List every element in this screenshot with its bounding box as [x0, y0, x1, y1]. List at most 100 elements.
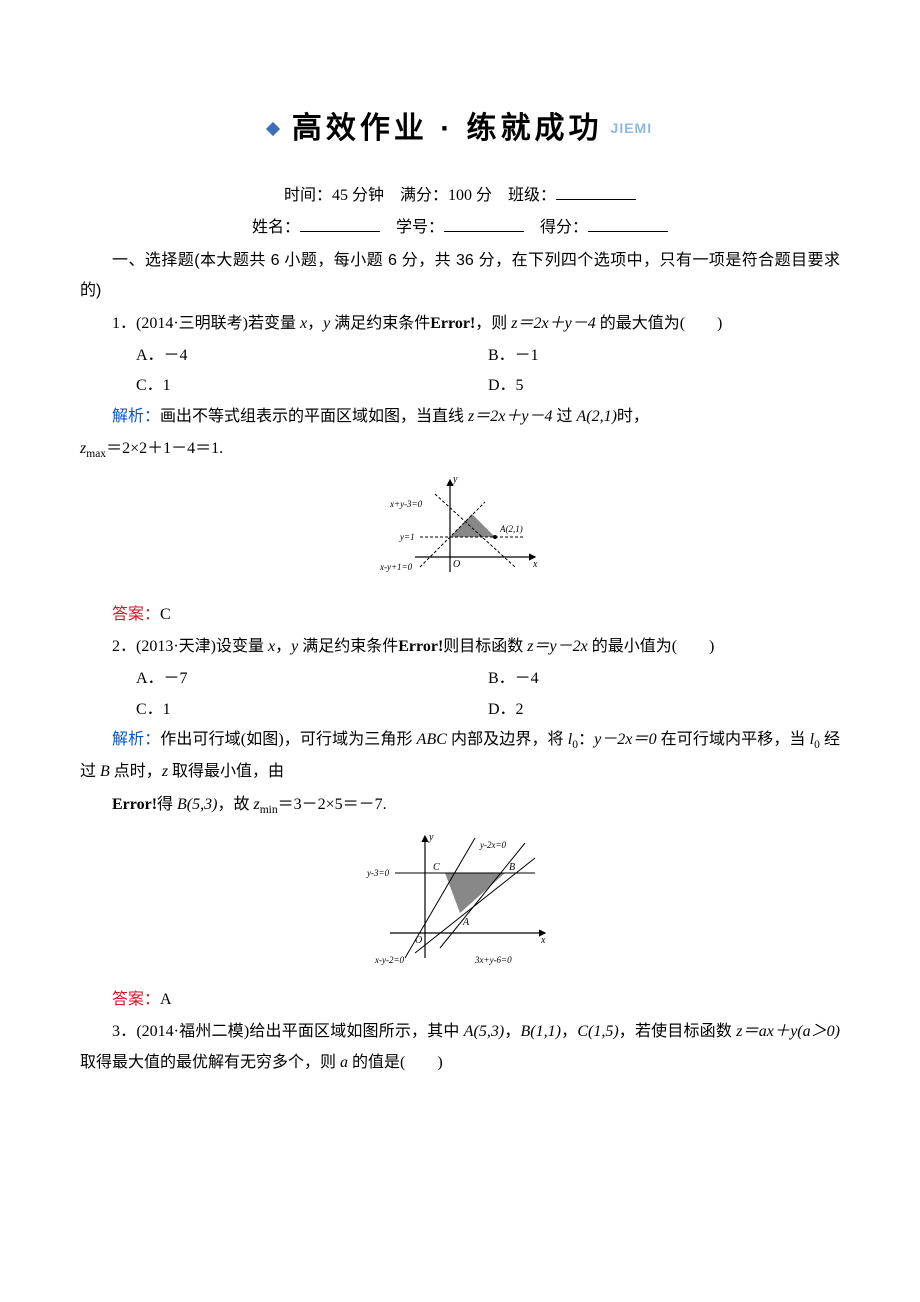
q1-fig-y: y — [452, 474, 458, 485]
time-value: 45 分钟 — [332, 187, 384, 204]
full-value: 100 分 — [448, 187, 492, 204]
q2-err2: Error! — [112, 796, 157, 813]
banner-text: 高效作业 · 练就成功 — [292, 100, 603, 157]
q1-stem: 1．(2014·三明联考)若变量 x，y 满足约束条件Error!，则 z＝2x… — [80, 309, 840, 339]
q1-zmax-sub: max — [86, 448, 106, 460]
id-label: 学号： — [396, 219, 444, 236]
q2-opt-a: A．－7 — [136, 664, 488, 694]
time-label: 时间： — [284, 187, 332, 204]
banner-inner: 高效作业 · 练就成功 JIEMI — [268, 100, 652, 157]
q2-ptb: B — [100, 763, 110, 780]
q3-stem-d: 的值是( ) — [348, 1054, 443, 1071]
q1-sol-b: 过 — [552, 408, 576, 425]
score-blank — [588, 215, 668, 232]
q2-l2a: 得 — [157, 796, 177, 813]
q2-opt-b: B．－4 — [488, 664, 840, 694]
q2-expr: z＝y－2x — [527, 638, 587, 655]
q2-sol-f: 点时， — [110, 763, 162, 780]
q3-pta: A(5,3) — [464, 1023, 504, 1040]
q2-stem: 2．(2013·天津)设变量 x，y 满足约束条件Error!则目标函数 z＝y… — [80, 632, 840, 662]
q3-expr: z＝ax＋y(a＞0) — [736, 1023, 840, 1040]
q2-answer: 答案：A — [80, 985, 840, 1015]
q1-fig-o: O — [453, 559, 460, 570]
q2-ans: A — [160, 991, 172, 1008]
q1-sol-expr1: z＝2x＋y－4 — [468, 408, 552, 425]
q1-sol-label: 解析： — [112, 408, 160, 425]
banner: 高效作业 · 练就成功 JIEMI — [80, 100, 840, 157]
q1-ans: C — [160, 606, 171, 623]
q2-fig-l2: y-3=0 — [366, 868, 390, 878]
q1-stem-b: 满足约束条件 — [330, 315, 430, 332]
q1-solution-line2: zmax＝2×2＋1－4＝1. — [80, 434, 840, 466]
q2-sol-c: ： — [578, 731, 594, 748]
q2-sol-a: 作出可行域(如图)，可行域为三角形 — [160, 731, 416, 748]
q2-l2b: ，故 — [217, 796, 253, 813]
class-blank — [556, 183, 636, 200]
q2-sol-b: 内部及边界，将 — [447, 731, 568, 748]
q2-fig-o: O — [415, 935, 422, 946]
q2-opt-c: C．1 — [136, 695, 488, 725]
section-title: 一、选择题(本大题共 6 小题，每小题 6 分，共 36 分，在下列四个选项中，… — [80, 246, 840, 307]
q2-sol-label: 解析： — [112, 731, 160, 748]
q1-sol-c: 时， — [617, 408, 649, 425]
q3-stem: 3．(2014·福州二模)给出平面区域如图所示，其中 A(5,3)，B(1,1)… — [80, 1017, 840, 1078]
q2-fig-b: B — [509, 862, 515, 873]
q2-fig-x: x — [540, 935, 546, 946]
q2-solution-line2: Error!得 B(5,3)，故 zmin＝3－2×5＝－7. — [80, 790, 840, 822]
q1-ans-label: 答案： — [112, 606, 160, 623]
q3-ptb: B(1,1) — [521, 1023, 561, 1040]
q1-sol-e: ＝2×2＋1－4＝1. — [106, 440, 223, 457]
q3-stem-b: ，若使目标函数 — [619, 1023, 737, 1040]
q1-opt-d: D．5 — [488, 371, 840, 401]
q3-s2: ， — [561, 1023, 577, 1040]
q2-sol-d: 在可行域内平移，当 — [657, 731, 810, 748]
q2-fig-c: C — [433, 862, 440, 873]
full-label: 满分： — [400, 187, 448, 204]
q2-ans-label: 答案： — [112, 991, 160, 1008]
name-label: 姓名： — [252, 219, 300, 236]
q3-ptc: C(1,5) — [577, 1023, 618, 1040]
q2-options-row2: C．1 D．2 — [136, 695, 840, 725]
q2-opt-d: D．2 — [488, 695, 840, 725]
q3-stem-a: 3．(2014·福州二模)给出平面区域如图所示，其中 — [112, 1023, 464, 1040]
q1-expr: z＝2x＋y－4 — [511, 315, 595, 332]
q2-fig-l1: y-2x=0 — [479, 840, 507, 850]
q1-sol-pt: A(2,1) — [576, 408, 616, 425]
q2-bval: B(5,3) — [177, 796, 217, 813]
q1-opt-b: B．－1 — [488, 341, 840, 371]
q2-fig-l4: 3x+y-6=0 — [474, 955, 512, 965]
q1-fig-x: x — [532, 559, 538, 570]
info-line-1: 时间：45 分钟 满分：100 分 班级： — [80, 181, 840, 211]
q2-figure: y x O y-2x=0 y-3=0 x-y-2=0 3x+y-6=0 A B … — [80, 828, 840, 979]
score-label: 得分： — [540, 219, 588, 236]
q1-fig-a: A(2,1) — [499, 524, 523, 534]
q2-stem-a: 2．(2013·天津)设变量 — [112, 638, 268, 655]
q1-figure: y x O x+y-3=0 y=1 x-y+1=0 A(2,1) — [80, 472, 840, 593]
q2-fig-a: A — [462, 917, 470, 928]
q2-error: Error! — [398, 638, 443, 655]
q3-s1: ， — [504, 1023, 520, 1040]
q2-stem-b: 满足约束条件 — [298, 638, 398, 655]
q2-zmin-sub: min — [260, 804, 278, 816]
q2-fig-y: y — [428, 832, 434, 843]
q1-options-row1: A．－4 B．－1 — [136, 341, 840, 371]
q3-stem-c: 取得最大值的最优解有无穷多个，则 — [80, 1054, 340, 1071]
class-label: 班级： — [508, 187, 556, 204]
q1-stem-d: 的最大值为( ) — [596, 315, 723, 332]
q1-sep: ， — [307, 315, 323, 332]
q1-stem-c: ，则 — [475, 315, 511, 332]
q3-a: a — [340, 1054, 348, 1071]
q2-stem-c: 则目标函数 — [443, 638, 527, 655]
q1-solution: 解析：画出不等式组表示的平面区域如图，当直线 z＝2x＋y－4 过 A(2,1)… — [80, 402, 840, 432]
q1-stem-a: 1．(2014·三明联考)若变量 — [112, 315, 300, 332]
info-line-2: 姓名： 学号： 得分： — [80, 213, 840, 243]
q1-fig-l1: x+y-3=0 — [389, 499, 423, 509]
q1-answer: 答案：C — [80, 600, 840, 630]
id-blank — [444, 215, 524, 232]
q2-sol-g: 取得最小值，由 — [168, 763, 284, 780]
banner-logo: JIEMI — [611, 115, 653, 142]
q1-sol-a: 画出不等式组表示的平面区域如图，当直线 — [160, 408, 468, 425]
q1-fig-l3: x-y+1=0 — [379, 562, 413, 572]
q2-stem-d: 的最小值为( ) — [588, 638, 715, 655]
q2-tri: ABC — [417, 731, 447, 748]
